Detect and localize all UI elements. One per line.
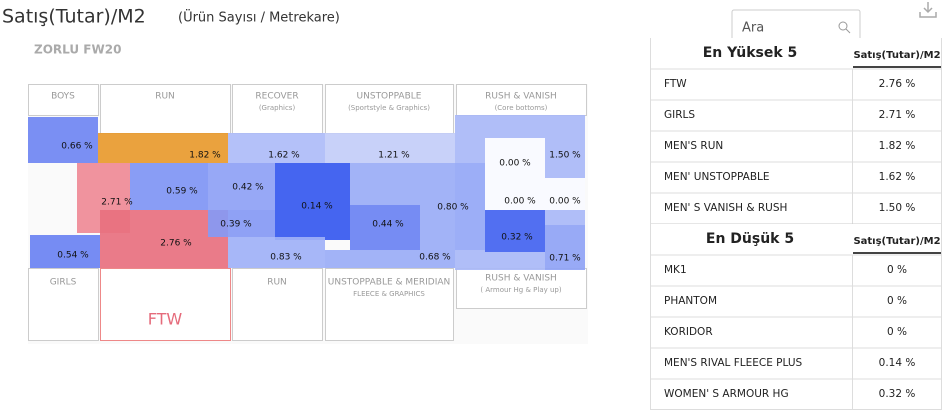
row-value: 2.71 % bbox=[879, 109, 916, 121]
cell-value: 0.54 % bbox=[57, 251, 89, 261]
row-label: MK1 bbox=[664, 264, 687, 276]
cell-value: 2.71 % bbox=[101, 198, 133, 208]
row-value: 0.14 % bbox=[879, 357, 916, 369]
cell-value: 0.68 % bbox=[419, 253, 451, 263]
heat-cell bbox=[545, 225, 585, 270]
heat-cell bbox=[100, 210, 228, 268]
heat-cell bbox=[228, 133, 325, 163]
row-value: 1.50 % bbox=[879, 202, 916, 214]
page-subtitle: (Ürün Sayısı / Metrekare) bbox=[178, 9, 340, 26]
column-header: Satış(Tutar)/M2 bbox=[853, 236, 940, 247]
zone-outline bbox=[232, 268, 323, 341]
row-label: PHANTOM bbox=[664, 295, 717, 307]
cell-value: 2.76 % bbox=[160, 239, 192, 249]
table-title: En Düşük 5 bbox=[706, 231, 794, 247]
zone-outline bbox=[100, 84, 231, 134]
store-name: ZORLU FW20 bbox=[34, 43, 121, 57]
tables: En Yüksek 5 Satış(Tutar)/M2 FTW 2.76 % GIRLS… bbox=[651, 38, 941, 410]
zone-label: RUN bbox=[267, 278, 287, 288]
heat-cell bbox=[485, 210, 545, 252]
heat-cell bbox=[485, 178, 545, 210]
row-value: 1.82 % bbox=[879, 140, 916, 152]
cell-value: 1.50 % bbox=[549, 151, 581, 161]
zone-label: (Sportstyle & Graphics) bbox=[348, 104, 430, 112]
zone-label: BOYS bbox=[51, 92, 75, 102]
zone-label: UNSTOPPABLE bbox=[357, 92, 422, 102]
download-icon[interactable] bbox=[919, 2, 937, 18]
heat-cell bbox=[98, 133, 228, 163]
cell-value: 0.44 % bbox=[372, 220, 404, 230]
zone-outline bbox=[28, 268, 99, 341]
zone-label: RUSH & VANISH bbox=[485, 92, 557, 102]
row-value: 1.62 % bbox=[879, 171, 916, 183]
heat-cell bbox=[30, 235, 100, 268]
cell-value: 0.80 % bbox=[437, 203, 469, 213]
cell-value: 0.00 % bbox=[549, 197, 581, 207]
heat-cell bbox=[325, 133, 455, 163]
zone-label: (Graphics) bbox=[259, 104, 296, 112]
zone-outline bbox=[232, 84, 323, 134]
heat-cell bbox=[275, 163, 350, 240]
cell-value: 0.83 % bbox=[270, 253, 302, 263]
zone-label: ( Armour Hg & Play up) bbox=[480, 286, 561, 294]
heat-cell bbox=[28, 117, 98, 163]
floor-plan: BOYS RUN RECOVER (Graphics) UNSTOPPABLE (Spor… bbox=[28, 84, 588, 344]
row-value: 2.76 % bbox=[879, 78, 916, 90]
zone-label: FLEECE & GRAPHICS bbox=[353, 290, 425, 298]
heat-cell bbox=[130, 163, 208, 210]
heat-cell bbox=[228, 237, 325, 268]
zone-label: FTW bbox=[148, 310, 183, 329]
cell-value: 0.32 % bbox=[501, 233, 533, 243]
cell-value: 1.21 % bbox=[378, 151, 410, 161]
page-title: Satış(Tutar)/M2 bbox=[2, 6, 146, 28]
cell-value: 0.66 % bbox=[61, 142, 93, 152]
row-label: GIRLS bbox=[664, 109, 695, 121]
search-placeholder: Ara bbox=[742, 21, 764, 36]
row-label: MEN'S RUN bbox=[664, 140, 723, 152]
row-label: KORIDOR bbox=[664, 326, 713, 338]
row-label: WOMEN' S ARMOUR HG bbox=[664, 388, 789, 400]
zone-label: RECOVER bbox=[255, 92, 298, 102]
row-label: MEN'S RIVAL FLEECE PLUS bbox=[664, 357, 803, 369]
table-title: En Yüksek 5 bbox=[703, 45, 798, 61]
row-label: MEN' S VANISH & RUSH bbox=[664, 202, 787, 214]
heat-cell bbox=[545, 178, 585, 210]
cell-value: 0.00 % bbox=[499, 159, 531, 169]
column-header: Satış(Tutar)/M2 bbox=[853, 50, 940, 61]
heat-cell bbox=[208, 163, 275, 210]
zone-outline bbox=[28, 84, 99, 116]
row-label: MEN' UNSTOPPABLE bbox=[664, 171, 770, 183]
heat-cell bbox=[350, 205, 420, 250]
zone-label: UNSTOPPABLE & MERIDIAN bbox=[328, 278, 451, 288]
zone-label: GIRLS bbox=[50, 278, 77, 288]
heat-cell bbox=[325, 250, 455, 268]
heat-cell bbox=[485, 138, 545, 178]
row-value: 0 % bbox=[887, 295, 907, 307]
row-value: 0 % bbox=[887, 326, 907, 338]
row-value: 0.32 % bbox=[879, 388, 916, 400]
cell-value: 0.00 % bbox=[504, 197, 536, 207]
heat-cell bbox=[350, 163, 485, 205]
cell-value: 0.42 % bbox=[232, 183, 264, 193]
zone-outline bbox=[100, 268, 231, 341]
zone-outline bbox=[325, 268, 454, 341]
table-header bbox=[651, 224, 941, 255]
cell-value: 1.82 % bbox=[189, 151, 221, 161]
cell-value: 0.71 % bbox=[549, 254, 581, 264]
zone-label: RUSH & VANISH bbox=[485, 274, 557, 284]
zone-outline bbox=[456, 268, 587, 309]
cell-value: 0.14 % bbox=[301, 202, 333, 212]
heat-cell bbox=[208, 210, 275, 237]
zone-label: (Core bottoms) bbox=[495, 104, 548, 112]
zone-label: RUN bbox=[155, 92, 175, 102]
search-icon bbox=[838, 21, 851, 34]
row-label: FTW bbox=[664, 78, 687, 90]
cell-value: 0.39 % bbox=[220, 220, 252, 230]
row-value: 0 % bbox=[887, 264, 907, 276]
cell-value: 0.59 % bbox=[166, 187, 198, 197]
cell-value: 1.62 % bbox=[268, 151, 300, 161]
heat-cell bbox=[420, 205, 485, 250]
table-header bbox=[651, 38, 941, 69]
